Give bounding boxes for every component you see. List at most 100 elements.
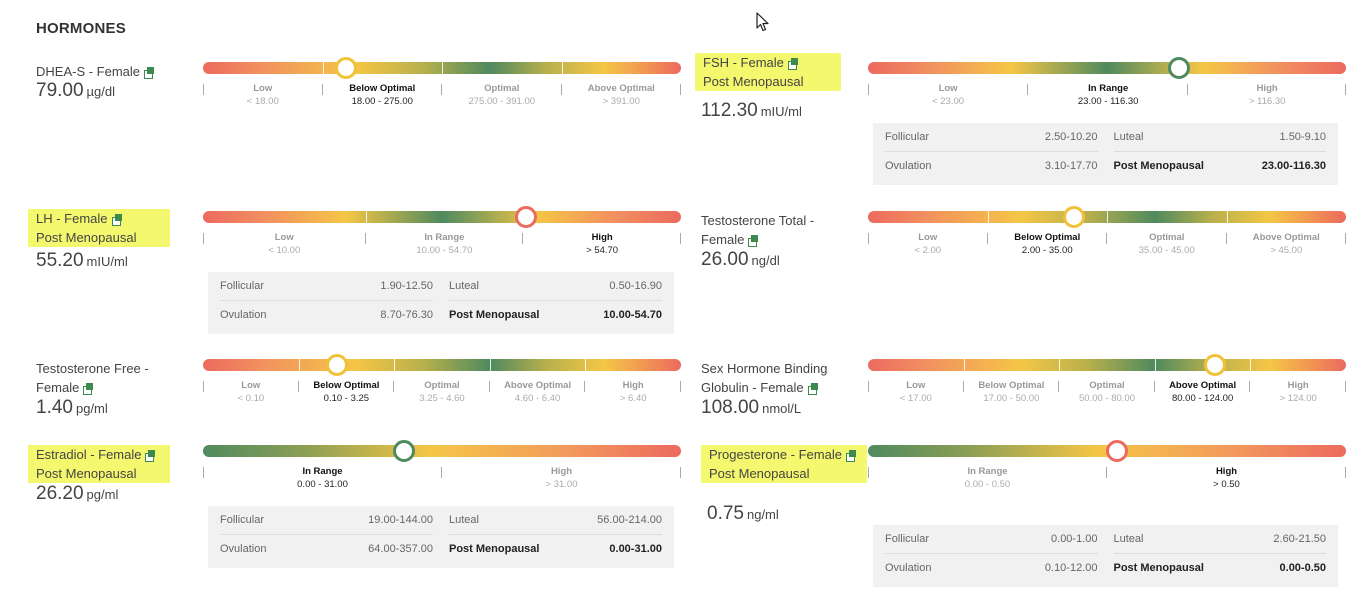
zone-tick (1225, 233, 1227, 244)
marker-label-dhea-s-female[interactable]: DHEA-S - Female (36, 62, 176, 81)
bar-divider (489, 359, 491, 371)
zone-above-optimal: Above Optimal > 391.00 (562, 82, 682, 110)
marker-label-sex-hormone-binding-globulin-female[interactable]: Sex Hormone Binding Globulin - Female (701, 359, 846, 397)
value-marker-sex-hormone-binding-globulin-female[interactable] (1203, 354, 1226, 376)
zone-high: High > 54.70 (523, 231, 681, 259)
zone-range: 0.10 - 3.25 (323, 393, 370, 404)
range-zones: Low < 18.00 Below Optimal 18.00 - 275.00 Opt… (203, 82, 681, 110)
reference-row-ovulation: Ovulation 64.00-357.00 (220, 535, 433, 564)
reference-name: Post Menopausal (1113, 160, 1204, 172)
external-link-icon[interactable] (83, 383, 94, 395)
zone-range: 80.00 - 124.00 (1171, 393, 1234, 404)
range-zones: In Range 0.00 - 0.50 High > 0.50 (868, 465, 1346, 493)
zone-tick (1345, 84, 1346, 95)
zone-tick (1345, 233, 1346, 244)
zone-above-optimal: Above Optimal 4.60 - 6.40 (490, 379, 586, 407)
zone-tick (680, 467, 681, 478)
reference-row-follicular: Follicular 0.00-1.00 (885, 525, 1098, 554)
external-link-icon[interactable] (748, 235, 759, 247)
marker-label-estradiol-female[interactable]: Estradiol - Female Post Menopausal (28, 445, 170, 483)
zone-range: 17.00 - 50.00 (983, 393, 1040, 404)
marker-name: Testosterone Total - Female (701, 213, 815, 247)
bar-divider (394, 359, 396, 371)
value-marker-dhea-s-female[interactable] (335, 57, 358, 79)
zone-range: > 116.30 (1248, 96, 1286, 107)
marker-name: DHEA-S - Female (36, 64, 141, 79)
range-bar-lh-female (203, 211, 681, 223)
zone-tick (441, 84, 442, 95)
bar-divider (1250, 359, 1252, 371)
zone-name: In Range (967, 466, 1008, 477)
zone-tick (962, 381, 964, 392)
zone-range: > 391.00 (602, 96, 640, 107)
value-marker-testosterone-free-female[interactable] (325, 354, 348, 376)
reference-row-follicular: Follicular 19.00-144.00 (220, 506, 433, 535)
marker-label-fsh-female[interactable]: FSH - Female Post Menopausal (695, 53, 841, 91)
zone-name: Optimal (424, 380, 460, 391)
zone-range: > 124.00 (1279, 393, 1317, 404)
zone-high: High > 31.00 (442, 465, 681, 493)
external-link-icon[interactable] (144, 67, 155, 79)
zone-name: Below Optimal (1014, 232, 1081, 243)
reference-row-follicular: Follicular 2.50-10.20 (885, 123, 1098, 152)
zone-tick (1106, 467, 1107, 478)
marker-label-lh-female[interactable]: LH - Female Post Menopausal (28, 209, 170, 247)
zone-tick (584, 381, 586, 392)
reference-range: 0.00-31.00 (609, 543, 662, 555)
marker-name: Estradiol - Female (36, 447, 142, 462)
value-number: 55.20 (36, 250, 84, 271)
value-marker-testosterone-total-female[interactable] (1062, 206, 1085, 228)
bar-divider (322, 62, 324, 74)
external-link-icon[interactable] (845, 450, 856, 462)
zone-range: > 31.00 (545, 479, 578, 490)
external-link-icon[interactable] (111, 214, 122, 226)
bar-divider (963, 359, 965, 371)
zone-name: Below Optimal (313, 380, 380, 391)
zone-range: < 18.00 (246, 96, 279, 107)
marker-label-testosterone-free-female[interactable]: Testosterone Free - Female (36, 359, 166, 397)
zone-above-optimal: Above Optimal > 45.00 (1227, 231, 1347, 259)
reference-name: Follicular (885, 131, 930, 143)
zone-name: Below Optimal (978, 380, 1045, 391)
value-unit: ng/dl (751, 253, 780, 268)
marker-subtitle: Post Menopausal (709, 466, 810, 481)
value-marker-lh-female[interactable] (514, 206, 537, 228)
value-marker-estradiol-female[interactable] (392, 440, 415, 462)
bar-divider (442, 62, 443, 74)
marker-label-progesterone-female[interactable]: Progesterone - Female Post Menopausal (701, 445, 867, 483)
zone-tick (680, 381, 681, 392)
zone-high: High > 124.00 (1250, 379, 1346, 407)
value-number: 0.75 (707, 503, 744, 524)
zone-range: 2.00 - 35.00 (1021, 245, 1073, 256)
zone-name: Above Optimal (1252, 232, 1320, 243)
zone-tick (1187, 84, 1189, 95)
value-marker-fsh-female[interactable] (1167, 57, 1190, 79)
reference-range: 23.00-116.30 (1261, 160, 1326, 172)
zone-name: High (1256, 83, 1278, 94)
zone-range: 18.00 - 275.00 (351, 96, 413, 107)
zone-name: Low (938, 83, 958, 94)
reference-name: Follicular (220, 280, 265, 292)
value-marker-progesterone-female[interactable] (1105, 440, 1128, 462)
zone-below-optimal: Below Optimal 0.10 - 3.25 (299, 379, 395, 407)
zone-tick (868, 84, 869, 95)
external-link-icon[interactable] (787, 58, 798, 70)
external-link-icon[interactable] (807, 383, 818, 395)
zone-range: 10.00 - 54.70 (416, 245, 473, 256)
zone-optimal: Optimal 3.25 - 4.60 (394, 379, 490, 407)
range-zones: Low < 2.00 Below Optimal 2.00 - 35.00 Optima… (868, 231, 1346, 259)
zone-range: 23.00 - 116.30 (1077, 96, 1139, 107)
zone-low: Low < 10.00 (203, 231, 366, 259)
zone-tick (1249, 381, 1251, 392)
marker-name: LH - Female (36, 211, 108, 226)
marker-value-dhea-s-female: 79.00 µg/dl (36, 80, 115, 102)
zone-name: In Range (1088, 83, 1129, 94)
bar-divider (1154, 359, 1156, 371)
zone-tick (321, 84, 323, 95)
marker-label-testosterone-total-female[interactable]: Testosterone Total - Female (701, 211, 831, 249)
marker-value-estradiol-female: 26.20 pg/ml (36, 483, 118, 505)
value-unit: mIU/ml (86, 254, 128, 269)
external-link-icon[interactable] (145, 450, 156, 462)
reference-name: Post Menopausal (449, 309, 540, 321)
zone-name: High (1215, 466, 1238, 477)
